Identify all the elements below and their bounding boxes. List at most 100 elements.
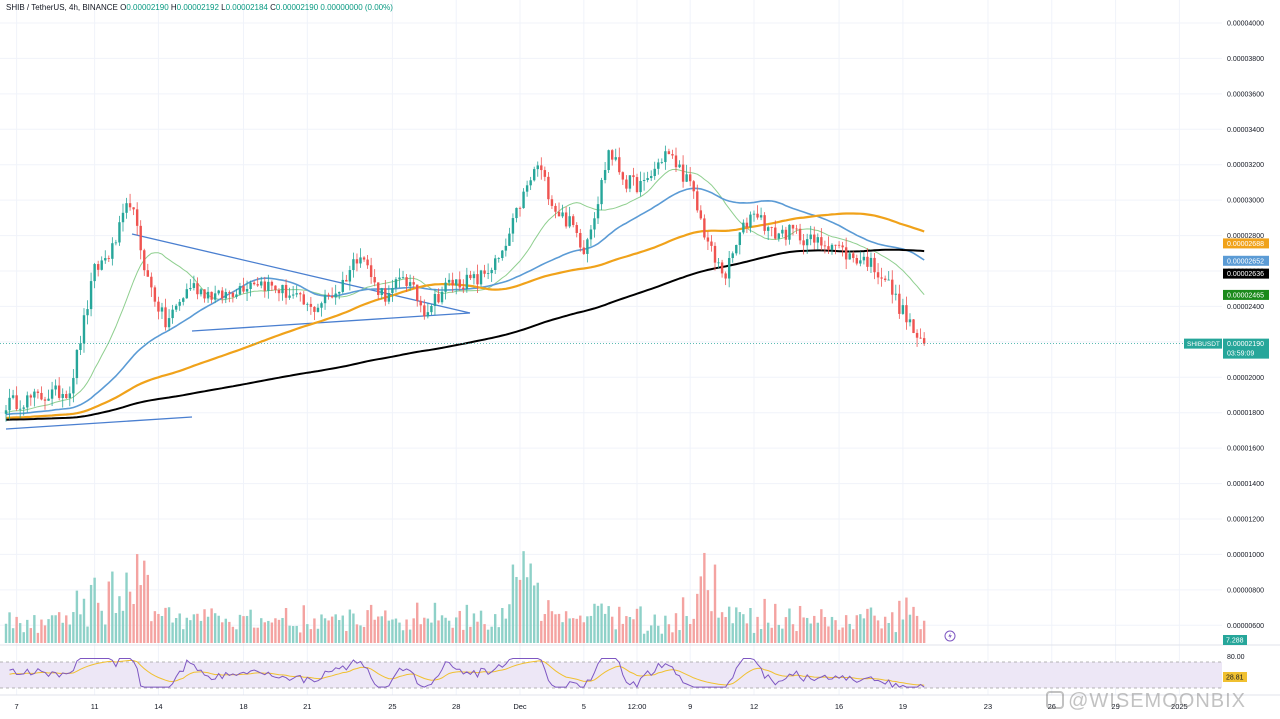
candle xyxy=(189,279,192,292)
candle xyxy=(79,335,82,356)
close-value: 0.00002190 xyxy=(275,3,319,12)
time-tick-label: 25 xyxy=(388,702,396,711)
candle xyxy=(426,303,430,319)
candle xyxy=(380,287,383,300)
candle xyxy=(68,386,72,407)
candle xyxy=(153,285,157,307)
candle-body xyxy=(455,279,458,286)
candle-body xyxy=(224,292,227,299)
candle-body xyxy=(68,393,72,398)
symbol-title[interactable]: SHIB / TetherUS, 4h, BINANCE xyxy=(6,3,118,12)
candle xyxy=(554,203,557,219)
candle-body xyxy=(894,293,897,295)
candle xyxy=(398,268,401,288)
ma-price-badge xyxy=(1223,289,1269,300)
candle-body xyxy=(440,291,444,303)
volume-bar xyxy=(440,615,444,643)
candle xyxy=(543,166,547,182)
price-tick-label: 0.00003600 xyxy=(1227,91,1264,98)
candle xyxy=(472,271,476,285)
volume-bar xyxy=(547,600,550,643)
volume-bar xyxy=(476,621,479,643)
candle xyxy=(465,267,469,293)
volume-bar xyxy=(139,585,142,643)
volume-bar xyxy=(688,624,692,643)
candle xyxy=(752,210,756,222)
candle xyxy=(22,405,25,416)
candle-body xyxy=(36,391,40,393)
candle xyxy=(774,220,777,240)
time-tick-label: 9 xyxy=(688,702,692,711)
candle xyxy=(50,381,54,406)
candle xyxy=(36,389,40,399)
volume-bar xyxy=(550,611,554,643)
alert-icon[interactable] xyxy=(944,630,956,642)
candle xyxy=(869,252,873,273)
volume-bar xyxy=(11,628,15,643)
candle-body xyxy=(89,281,93,310)
candle-body xyxy=(501,250,504,259)
candle xyxy=(763,212,766,235)
candle-body xyxy=(554,205,557,212)
candle xyxy=(8,388,11,420)
candle xyxy=(540,157,543,180)
candle-body xyxy=(610,150,614,160)
candle-body xyxy=(192,283,196,288)
ma-black-line xyxy=(5,248,925,421)
ma-price-badge xyxy=(1223,255,1269,266)
volume-bar xyxy=(777,624,781,643)
time-tick-label: 19 xyxy=(899,702,907,711)
volume-bar xyxy=(813,615,816,643)
volume-bar xyxy=(426,618,430,643)
candle-body xyxy=(681,164,685,182)
candle-body xyxy=(671,154,674,156)
volume-bar xyxy=(100,610,103,643)
candle xyxy=(270,280,274,292)
candle xyxy=(610,149,614,166)
volume-bar xyxy=(816,622,820,643)
volume-bar xyxy=(270,622,274,643)
candle-body xyxy=(756,213,759,218)
volume-bar xyxy=(756,616,759,643)
candle xyxy=(706,231,710,250)
volume-bar xyxy=(355,624,359,643)
volume-bar xyxy=(788,608,791,643)
candle xyxy=(759,207,763,221)
volume-bar xyxy=(837,629,841,643)
candle xyxy=(338,291,341,300)
candle xyxy=(508,227,511,246)
candle-body xyxy=(735,244,738,254)
candle-body xyxy=(394,279,398,289)
candle xyxy=(717,257,720,269)
candle xyxy=(699,205,703,221)
volume-bar xyxy=(384,610,387,643)
watermark-logo-icon xyxy=(1046,691,1065,709)
candle xyxy=(692,180,695,199)
candle xyxy=(132,207,135,216)
candle xyxy=(770,226,773,237)
volume-bar xyxy=(579,615,582,643)
candle-body xyxy=(93,264,96,282)
price-tick-label: 0.00004000 xyxy=(1227,21,1264,28)
candle-body xyxy=(72,378,75,394)
candle xyxy=(735,244,738,256)
candle-body xyxy=(451,279,454,286)
candle-body xyxy=(706,237,710,242)
price-tick-label: 0.00003800 xyxy=(1227,56,1264,63)
candle-body xyxy=(291,294,295,296)
volume-bar xyxy=(185,617,188,643)
candle xyxy=(625,175,628,193)
volume-bar xyxy=(79,614,82,643)
volume-bar xyxy=(192,614,196,643)
candle-body xyxy=(348,270,352,282)
candle xyxy=(681,155,685,188)
volume-bar xyxy=(15,616,18,643)
volume-bar xyxy=(171,622,174,643)
candle xyxy=(557,202,561,217)
volume-bar xyxy=(316,628,320,643)
candle xyxy=(256,277,259,287)
volume-bar xyxy=(96,602,100,643)
volume-bar xyxy=(309,629,313,643)
